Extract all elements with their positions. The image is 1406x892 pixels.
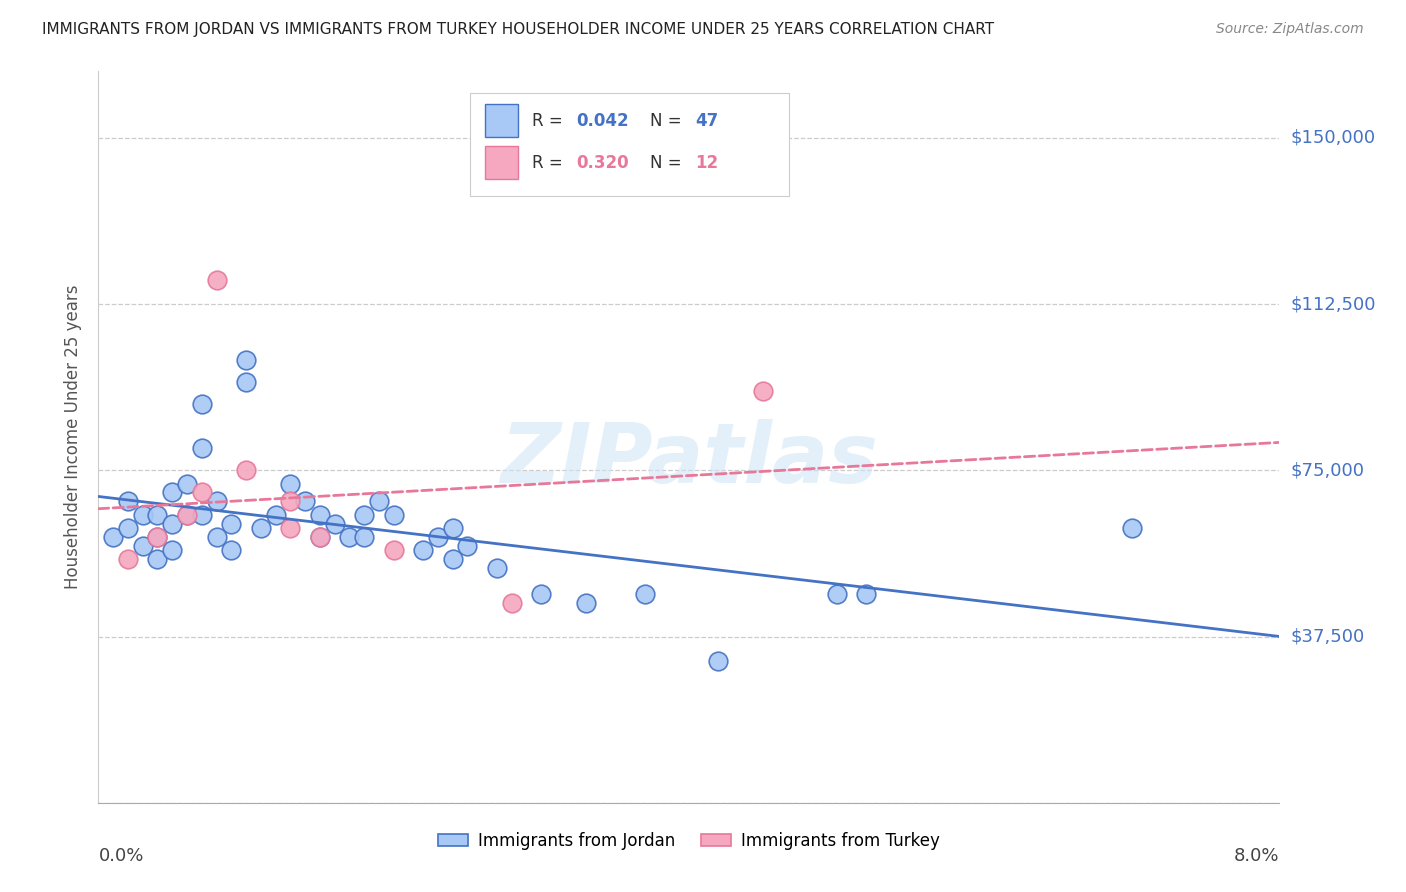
Point — [250, 521, 273, 535]
Point — [412, 543, 434, 558]
Text: N =: N = — [650, 112, 688, 130]
Text: 0.0%: 0.0% — [98, 847, 143, 864]
Text: $150,000: $150,000 — [1291, 128, 1375, 147]
Point — [382, 543, 405, 558]
Point — [191, 441, 214, 455]
Text: 8.0%: 8.0% — [1234, 847, 1279, 864]
Point — [162, 516, 183, 531]
Point — [221, 543, 243, 558]
Bar — [485, 146, 517, 179]
Point — [368, 494, 391, 508]
Point — [264, 508, 287, 522]
Point — [146, 530, 169, 544]
Point — [441, 521, 464, 535]
Point — [191, 508, 214, 522]
Point — [427, 530, 450, 544]
Point — [191, 397, 214, 411]
Text: 47: 47 — [695, 112, 718, 130]
Point — [117, 494, 139, 508]
Point — [855, 587, 877, 601]
Point — [146, 552, 169, 566]
Point — [294, 494, 316, 508]
Point — [707, 654, 730, 668]
Text: R =: R = — [531, 112, 568, 130]
Point — [117, 552, 139, 566]
Text: 0.042: 0.042 — [576, 112, 630, 130]
Point — [221, 516, 243, 531]
Bar — [485, 104, 517, 137]
Point — [1121, 521, 1143, 535]
Point — [235, 375, 257, 389]
Point — [146, 508, 169, 522]
Point — [280, 476, 302, 491]
Point — [176, 476, 198, 491]
Point — [146, 530, 169, 544]
Point — [353, 508, 375, 522]
Text: Source: ZipAtlas.com: Source: ZipAtlas.com — [1216, 22, 1364, 37]
Point — [353, 530, 375, 544]
Point — [103, 530, 125, 544]
Point — [117, 521, 139, 535]
Point — [309, 508, 332, 522]
Text: 0.320: 0.320 — [576, 153, 630, 172]
Point — [176, 508, 198, 522]
Point — [235, 463, 257, 477]
Point — [235, 352, 257, 367]
Point — [486, 561, 509, 575]
Point — [457, 539, 479, 553]
Text: IMMIGRANTS FROM JORDAN VS IMMIGRANTS FROM TURKEY HOUSEHOLDER INCOME UNDER 25 YEA: IMMIGRANTS FROM JORDAN VS IMMIGRANTS FRO… — [42, 22, 994, 37]
Point — [205, 530, 228, 544]
Point — [162, 543, 183, 558]
Point — [575, 596, 598, 610]
Point — [825, 587, 848, 601]
Point — [634, 587, 657, 601]
Point — [176, 508, 198, 522]
Point — [752, 384, 775, 398]
Text: $37,500: $37,500 — [1291, 628, 1365, 646]
Point — [501, 596, 523, 610]
Point — [441, 552, 464, 566]
Text: ZIPatlas: ZIPatlas — [501, 418, 877, 500]
Text: 12: 12 — [695, 153, 718, 172]
Text: $112,500: $112,500 — [1291, 295, 1376, 313]
Point — [309, 530, 332, 544]
Point — [309, 530, 332, 544]
Legend: Immigrants from Jordan, Immigrants from Turkey: Immigrants from Jordan, Immigrants from … — [432, 825, 946, 856]
Point — [280, 521, 302, 535]
FancyBboxPatch shape — [471, 94, 789, 195]
Point — [339, 530, 361, 544]
Point — [205, 273, 228, 287]
Y-axis label: Householder Income Under 25 years: Householder Income Under 25 years — [65, 285, 83, 590]
Point — [382, 508, 405, 522]
Point — [191, 485, 214, 500]
Point — [205, 494, 228, 508]
Point — [162, 485, 183, 500]
Point — [132, 508, 155, 522]
Point — [530, 587, 553, 601]
Point — [132, 539, 155, 553]
Point — [323, 516, 346, 531]
Point — [280, 494, 302, 508]
Text: R =: R = — [531, 153, 568, 172]
Text: $75,000: $75,000 — [1291, 461, 1365, 479]
Text: N =: N = — [650, 153, 688, 172]
